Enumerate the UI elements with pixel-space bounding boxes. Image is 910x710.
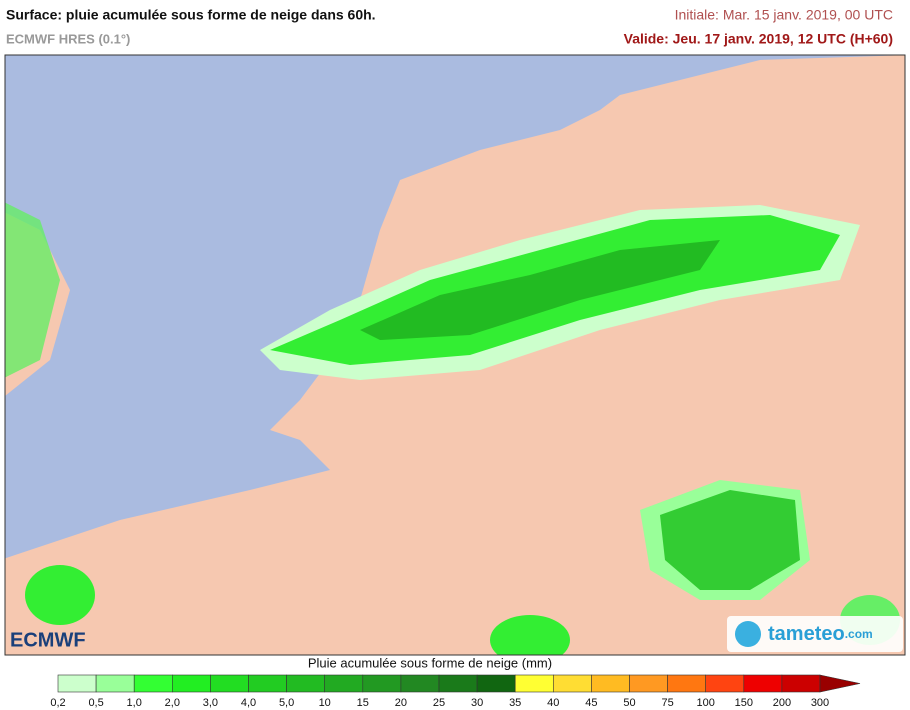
legend-label: 30	[471, 697, 483, 709]
legend-swatch	[57, 674, 97, 693]
legend-label: 75	[661, 697, 673, 709]
legend-label: 20	[395, 697, 407, 709]
snow-area	[5, 202, 60, 378]
tameteo-logo: tameteo.com	[768, 623, 873, 645]
legend-swatch	[781, 674, 821, 693]
legend-label: 5,0	[279, 697, 294, 709]
legend-label: 200	[773, 697, 791, 709]
legend-swatch	[362, 674, 402, 693]
legend-label: 25	[433, 697, 445, 709]
snow-area	[490, 615, 570, 655]
legend-swatch	[324, 674, 364, 693]
map-frame	[4, 54, 906, 656]
tameteo-icon	[735, 621, 761, 647]
legend-swatch	[95, 674, 135, 693]
snow-area	[360, 240, 720, 340]
legend-label: 35	[509, 697, 521, 709]
legend-swatch	[667, 674, 706, 693]
legend-swatch	[476, 674, 516, 693]
snow-area	[25, 565, 95, 625]
legend-swatch	[400, 674, 440, 693]
initial-time: Initiale: Mar. 15 janv. 2019, 00 UTC	[675, 7, 893, 23]
legend-overflow	[819, 674, 861, 693]
title: Surface: pluie acumulée sous forme de ne…	[6, 7, 376, 23]
legend-swatch	[629, 674, 668, 693]
legend-swatch	[248, 674, 287, 693]
legend-label: 1,0	[127, 697, 142, 709]
legend-swatch	[591, 674, 630, 693]
legend-swatch	[438, 674, 478, 693]
legend-label: 4,0	[241, 697, 256, 709]
ecmwf-logo: ECMWF	[10, 629, 86, 651]
legend-label: 100	[697, 697, 715, 709]
snow-area	[660, 490, 800, 590]
legend-label: 2,0	[165, 697, 180, 709]
legend-label: 150	[735, 697, 753, 709]
legend-swatch	[210, 674, 249, 693]
legend-label: 10	[319, 697, 331, 709]
legend-swatch	[705, 674, 745, 693]
legend-swatch	[552, 674, 592, 693]
legend-label: 45	[585, 697, 597, 709]
legend-label: 50	[623, 697, 635, 709]
legend-label: 15	[357, 697, 369, 709]
legend-label: 0,2	[50, 697, 65, 709]
valid-time: Valide: Jeu. 17 janv. 2019, 12 UTC (H+60…	[624, 31, 893, 47]
legend-label: 3,0	[203, 697, 218, 709]
legend-swatch	[133, 674, 173, 693]
legend-swatch	[172, 674, 211, 693]
model: ECMWF HRES (0.1°)	[6, 31, 130, 46]
legend-title: Pluie acumulée sous forme de neige (mm)	[308, 655, 552, 670]
legend-label: 300	[811, 697, 829, 709]
legend-swatch	[743, 674, 783, 693]
map	[5, 55, 905, 655]
legend-label: 40	[547, 697, 559, 709]
legend-swatch	[286, 674, 326, 693]
legend-label: 0,5	[88, 697, 103, 709]
tameteo-badge	[727, 616, 903, 652]
legend-swatch	[514, 674, 554, 693]
